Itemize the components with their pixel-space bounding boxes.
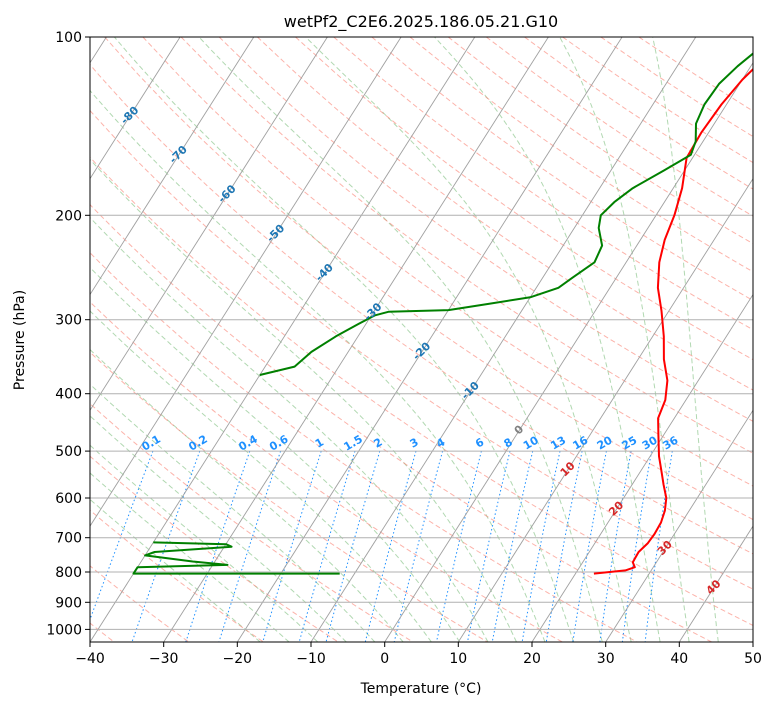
- dry-adiabat: [142, 37, 753, 487]
- isotherm: [90, 37, 181, 180]
- isotherm: [384, 61, 753, 642]
- pressure-gridlines: [90, 37, 753, 630]
- x-tick-label: −10: [296, 651, 326, 667]
- mixing-ratio-line: [644, 451, 673, 642]
- y-tick-label: 400: [55, 387, 82, 403]
- moist-adiabat: [90, 216, 489, 642]
- mixing-ratio-line: [545, 451, 583, 642]
- dry-adiabat: [90, 565, 190, 642]
- isotherm: [90, 37, 402, 527]
- y-tick-label: 600: [55, 491, 82, 507]
- isotherms: [90, 37, 753, 642]
- x-tick-label: 50: [744, 651, 762, 667]
- mixing-ratio-line: [599, 451, 632, 642]
- isotherm: [457, 177, 753, 642]
- mixing-ratio-line: [364, 450, 417, 642]
- dry-adiabat: [218, 37, 753, 422]
- y-axis: 100 200 300 400 500 600 700 800 900 1000: [46, 30, 90, 638]
- mixing-ratio-line: [185, 450, 251, 642]
- moist-adiabat: [652, 37, 719, 642]
- moist-adiabat: [559, 37, 690, 642]
- dewpoint-profile: [132, 541, 340, 575]
- moist-adiabat: [198, 37, 603, 642]
- dry-adiabat: [90, 109, 753, 590]
- dry-adiabat: [90, 203, 712, 642]
- mixing-ratio-line: [325, 450, 381, 642]
- moist-adiabat: [90, 266, 461, 642]
- moist-adiabat: [90, 498, 261, 642]
- dewpoint-profile: [259, 52, 753, 376]
- moist-adiabat: [90, 415, 347, 642]
- moist-adiabat: [90, 89, 546, 642]
- x-tick-label: −40: [75, 651, 105, 667]
- isotherm: [163, 37, 549, 642]
- isotherm: [678, 525, 753, 642]
- isotherm: [236, 37, 623, 642]
- x-tick-label: 40: [670, 651, 688, 667]
- isotherm: [605, 409, 753, 642]
- x-tick-label: 0: [380, 651, 389, 667]
- plot-frame: [89, 36, 754, 643]
- dry-adiabat: [180, 37, 753, 454]
- isotherm: [90, 37, 328, 412]
- mixing-ratio-line: [298, 450, 356, 642]
- mixing-ratio-line: [262, 450, 322, 642]
- y-axis-label: Pressure (hPa): [12, 290, 28, 390]
- isotherm: [531, 293, 753, 642]
- dry-adiabat: [90, 301, 563, 642]
- isotherm: [90, 37, 476, 642]
- mixing-ratio-line: [621, 451, 652, 642]
- dry-adiabat: [257, 37, 753, 391]
- moist-adiabat: [305, 37, 632, 642]
- y-tick-label: 1000: [46, 622, 82, 638]
- mixing-ratio-line: [435, 450, 482, 642]
- moist-adiabat: [434, 37, 661, 642]
- x-axis: −40 −30 −20 −10 0 10 20 30 40 50: [75, 642, 762, 667]
- isotherm: [90, 37, 255, 296]
- dry-adiabat: [90, 455, 339, 642]
- chart-title: wetPf2_C2E6.2025.186.05.21.G10: [284, 12, 558, 32]
- mixing-ratio-line: [467, 450, 511, 642]
- dry-adiabats: [90, 37, 753, 642]
- y-tick-label: 200: [55, 208, 82, 224]
- isotherm: [310, 37, 697, 642]
- x-tick-label: −30: [149, 651, 179, 667]
- moist-adiabat: [90, 348, 404, 642]
- mixing-ratio-line: [521, 450, 561, 642]
- y-tick-label: 300: [55, 313, 82, 329]
- x-tick-label: −20: [223, 651, 253, 667]
- plot-area: 0.10.20.40.611.52346810131620253036-100-…: [90, 37, 753, 642]
- dry-adiabat: [90, 402, 414, 642]
- dry-adiabat: [90, 252, 638, 642]
- x-axis-label: Temperature (°C): [360, 681, 482, 697]
- sounding-series: [132, 52, 753, 575]
- y-tick-label: 100: [55, 30, 82, 46]
- x-tick-label: 30: [597, 651, 615, 667]
- x-tick-label: 20: [523, 651, 541, 667]
- y-tick-label: 700: [55, 531, 82, 547]
- dry-adiabat: [104, 37, 753, 521]
- dry-adiabat: [371, 37, 753, 302]
- mixing-ratio-line: [572, 451, 607, 642]
- mixing-ratio-line: [491, 450, 534, 642]
- moist-adiabat: [90, 472, 290, 642]
- moist-adiabat: [90, 310, 432, 642]
- dry-adiabat: [90, 63, 753, 555]
- x-tick-label: 10: [449, 651, 467, 667]
- y-tick-label: 800: [55, 565, 82, 581]
- y-tick-label: 500: [55, 444, 82, 460]
- y-tick-label: 900: [55, 595, 82, 611]
- dry-adiabat: [90, 351, 488, 642]
- dry-adiabat: [90, 156, 753, 627]
- mixing-ratio-line: [90, 450, 154, 621]
